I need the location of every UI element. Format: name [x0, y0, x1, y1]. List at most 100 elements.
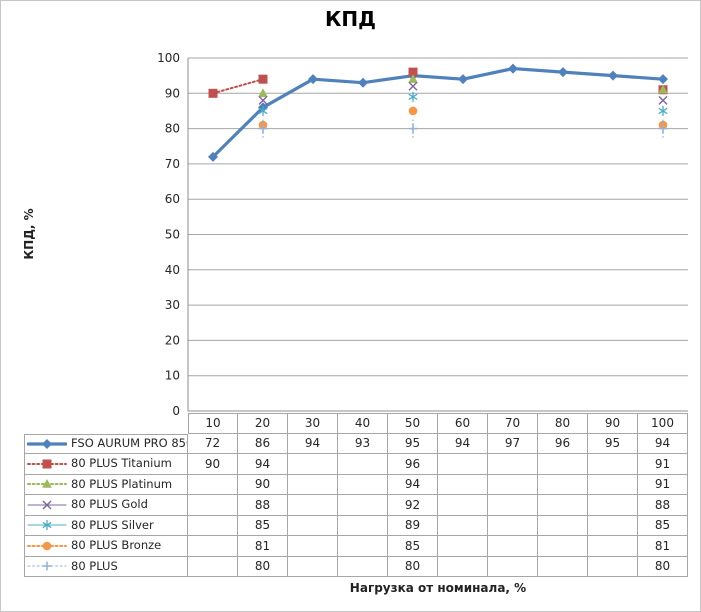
- x-category-cell: 90: [588, 413, 638, 434]
- legend-swatch-icon: [27, 520, 67, 531]
- x-marker-icon: [408, 81, 418, 91]
- value-cell: 96: [388, 454, 438, 475]
- value-cell: 94: [388, 474, 438, 495]
- value-cell: 97: [488, 433, 538, 454]
- x-axis-title: Нагрузка от номинала, %: [349, 581, 527, 595]
- value-cell: [538, 495, 588, 516]
- legend-swatch-icon: [27, 459, 67, 469]
- diamond-marker-icon: [508, 63, 518, 74]
- value-cell: [588, 515, 638, 536]
- value-cell: [588, 495, 638, 516]
- value-cell: [338, 495, 388, 516]
- value-cell: [488, 474, 538, 495]
- y-tick-label: 70: [165, 157, 180, 171]
- value-cell: [488, 515, 538, 536]
- legend-swatch-icon: [27, 500, 67, 510]
- value-cell: 80: [638, 556, 688, 577]
- diamond-marker-icon: [558, 67, 568, 78]
- value-cell: 85: [388, 536, 438, 557]
- legend-cell: 80 PLUS Gold: [24, 495, 188, 516]
- value-cell: [588, 454, 638, 475]
- value-cell: 96: [538, 433, 588, 454]
- value-cell: [338, 474, 388, 495]
- legend-cell: 80 PLUS Titanium: [24, 454, 188, 475]
- value-cell: 72: [188, 433, 238, 454]
- value-cell: [538, 556, 588, 577]
- triangle-marker-icon: [658, 84, 668, 94]
- diamond-marker-icon: [608, 70, 618, 81]
- value-cell: [188, 536, 238, 557]
- value-cell: [188, 556, 238, 577]
- x-category-cell: 20: [238, 413, 288, 434]
- y-tick-label: 20: [165, 333, 180, 347]
- value-cell: [288, 515, 338, 536]
- y-tick-label: 10: [165, 369, 180, 383]
- series-line: [212, 78, 264, 95]
- y-tick-label: 0: [172, 404, 180, 418]
- value-cell: [588, 474, 638, 495]
- legend-swatch-icon: [27, 438, 67, 449]
- value-cell: 94: [438, 433, 488, 454]
- value-cell: [288, 454, 338, 475]
- value-cell: [538, 515, 588, 536]
- legend-cell: FSO AURUM PRO 850: [24, 433, 188, 454]
- legend-series-label: FSO AURUM PRO 850: [71, 436, 188, 450]
- legend-cell: 80 PLUS Silver: [24, 515, 188, 536]
- value-cell: [488, 556, 538, 577]
- y-tick-label: 90: [165, 86, 180, 100]
- legend-swatch-icon: [27, 561, 67, 571]
- x-category-cell: 40: [338, 413, 388, 434]
- y-tick-label: 60: [165, 192, 180, 206]
- diamond-marker-icon: [458, 74, 468, 85]
- x-marker-icon: [258, 95, 268, 105]
- legend-series-label: 80 PLUS Bronze: [71, 538, 162, 552]
- x-category-cell: 80: [538, 413, 588, 434]
- series-line: [211, 66, 665, 159]
- value-cell: 85: [238, 515, 288, 536]
- value-cell: [438, 454, 488, 475]
- legend-cell: 80 PLUS: [24, 556, 188, 577]
- square-marker-icon: [42, 459, 52, 469]
- value-cell: [288, 474, 338, 495]
- diamond-marker-icon: [308, 74, 318, 85]
- value-cell: [588, 536, 638, 557]
- value-cell: 94: [638, 433, 688, 454]
- square-marker-icon: [408, 67, 418, 77]
- value-cell: [188, 474, 238, 495]
- x-category-cell: 50: [388, 413, 438, 434]
- value-cell: [488, 536, 538, 557]
- chart-title: КПД: [325, 7, 376, 31]
- value-cell: [488, 454, 538, 475]
- value-cell: [438, 474, 488, 495]
- value-cell: 89: [388, 515, 438, 536]
- value-cell: [438, 536, 488, 557]
- value-cell: [288, 556, 338, 577]
- value-cell: [338, 454, 388, 475]
- legend-series-label: 80 PLUS: [71, 558, 118, 573]
- circle-marker-icon: [42, 541, 52, 551]
- square-marker-icon: [258, 74, 268, 84]
- value-cell: 91: [638, 474, 688, 495]
- value-cell: 94: [238, 454, 288, 475]
- value-cell: [588, 556, 638, 577]
- y-tick-label: 30: [165, 298, 180, 312]
- x-marker-icon: [658, 95, 668, 105]
- y-tick-label: 40: [165, 263, 180, 277]
- value-cell: [188, 515, 238, 536]
- table-corner-cell: [24, 413, 188, 434]
- asterisk-marker-icon: [408, 93, 418, 100]
- value-cell: 81: [638, 536, 688, 557]
- value-cell: 91: [638, 454, 688, 475]
- value-cell: 92: [388, 495, 438, 516]
- diamond-marker-icon: [358, 77, 368, 88]
- value-cell: 86: [238, 433, 288, 454]
- value-cell: [538, 474, 588, 495]
- legend-series-label: 80 PLUS Gold: [71, 497, 148, 511]
- x-category-cell: 100: [638, 413, 688, 434]
- square-marker-icon: [208, 88, 218, 98]
- value-cell: [338, 556, 388, 577]
- value-cell: [538, 536, 588, 557]
- value-cell: 94: [288, 433, 338, 454]
